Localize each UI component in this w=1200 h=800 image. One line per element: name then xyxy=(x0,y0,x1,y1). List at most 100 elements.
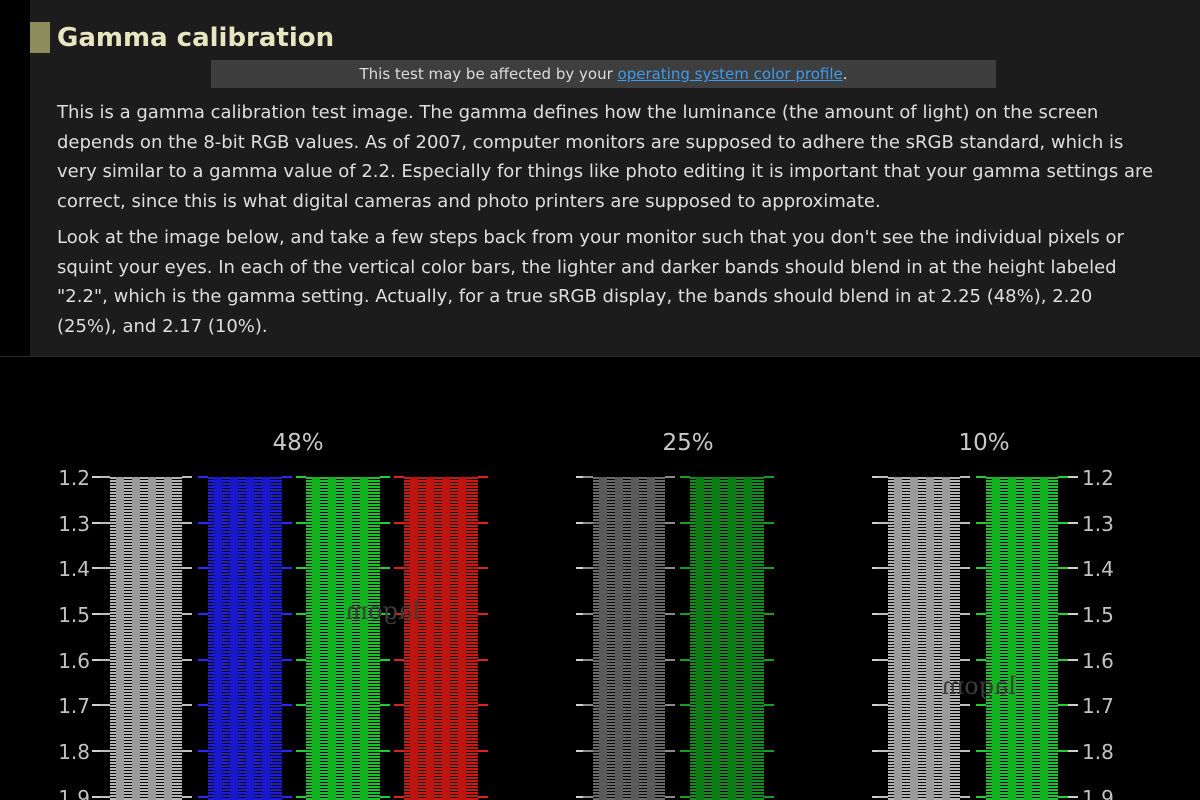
bar-column xyxy=(910,477,918,800)
bar-column xyxy=(1008,477,1016,800)
bar-tick xyxy=(960,567,970,569)
bar-tick xyxy=(380,750,390,752)
bar-tick xyxy=(583,522,593,524)
bar-tick xyxy=(296,613,306,615)
bar-column xyxy=(116,477,124,800)
title-accent-bar xyxy=(30,22,50,53)
bar-tick xyxy=(878,613,888,615)
bar-tick xyxy=(296,750,306,752)
bar-tick xyxy=(282,522,292,524)
right-scale-tick xyxy=(1060,613,1078,615)
bar-tick xyxy=(380,567,390,569)
right-scale-tick xyxy=(1060,567,1078,569)
bar-tick xyxy=(764,796,774,798)
mid-scale-tick xyxy=(576,522,588,524)
bar-tick xyxy=(1058,659,1068,661)
bar-tick xyxy=(878,659,888,661)
bar-tick xyxy=(960,750,970,752)
bar-tick xyxy=(478,613,488,615)
bar-tick xyxy=(764,704,774,706)
bar-tick xyxy=(680,613,690,615)
bar-column xyxy=(246,477,254,800)
bar-tick xyxy=(680,476,690,478)
bar-tick xyxy=(680,659,690,661)
bar-tick xyxy=(960,796,970,798)
notice-text: This test may be affected by your xyxy=(359,65,618,83)
mid-scale-tick xyxy=(576,613,588,615)
bar-column xyxy=(599,477,607,800)
bar-tick xyxy=(764,522,774,524)
bar-tick xyxy=(100,750,110,752)
bar-column xyxy=(631,477,639,800)
bar-column xyxy=(148,477,156,800)
bar-column xyxy=(712,477,720,800)
bar-tick xyxy=(665,613,675,615)
bar-tick xyxy=(583,750,593,752)
bar-tick xyxy=(394,567,404,569)
bar-tick xyxy=(878,567,888,569)
right-scale-tick xyxy=(1060,704,1078,706)
green-bar-10 xyxy=(976,476,1068,800)
bar-tick xyxy=(878,476,888,478)
bar-tick xyxy=(394,704,404,706)
bar-tick xyxy=(198,659,208,661)
right-scale-label: 1.5 xyxy=(1082,603,1114,627)
bar-tick xyxy=(380,476,390,478)
bar-tick xyxy=(478,750,488,752)
bar-tick xyxy=(100,567,110,569)
bar-tick xyxy=(583,704,593,706)
mid-scale-tick xyxy=(576,796,588,798)
bar-tick xyxy=(878,704,888,706)
bar-column xyxy=(328,477,336,800)
intro-paragraph: This is a gamma calibration test image. … xyxy=(57,102,1154,212)
bar-tick xyxy=(100,659,110,661)
bar-tick xyxy=(182,567,192,569)
bar-tick xyxy=(680,750,690,752)
bar-tick xyxy=(665,796,675,798)
mid-scale-tick xyxy=(576,567,588,569)
right-scale-label: 1.7 xyxy=(1082,694,1114,718)
bar-column xyxy=(1040,477,1048,800)
bar-tick xyxy=(198,476,208,478)
color-profile-notice: This test may be affected by your operat… xyxy=(211,60,996,88)
bar-tick xyxy=(976,567,986,569)
bar-column xyxy=(410,477,418,800)
bar-column xyxy=(132,477,140,800)
bar-column xyxy=(360,477,368,800)
bar-tick xyxy=(665,750,675,752)
bar-column xyxy=(992,477,1000,800)
bar-tick xyxy=(1058,476,1068,478)
color-profile-link[interactable]: operating system color profile xyxy=(617,65,843,83)
bar-tick xyxy=(282,659,292,661)
bar-tick xyxy=(1058,522,1068,524)
bar-tick xyxy=(282,750,292,752)
left-scale-label: 1.2 xyxy=(58,466,90,490)
bar-tick xyxy=(680,796,690,798)
percent-label-25: 25% xyxy=(662,430,713,456)
bar-tick xyxy=(960,476,970,478)
mid-scale-tick xyxy=(576,750,588,752)
right-scale-tick xyxy=(1060,659,1078,661)
bar-tick xyxy=(100,613,110,615)
left-scale-label: 1.5 xyxy=(58,603,90,627)
gamma-test-image: 48% 25% 10% 1.2 1.3 1.4 1.5 1.6 1.7 1.8 … xyxy=(0,357,1200,800)
bar-tick xyxy=(100,476,110,478)
bar-column xyxy=(894,477,902,800)
blue-bar-48 xyxy=(198,476,292,800)
bar-tick xyxy=(182,659,192,661)
right-scale-label: 1.3 xyxy=(1082,512,1114,536)
bar-tick xyxy=(100,522,110,524)
bar-tick xyxy=(976,476,986,478)
right-scale-tick xyxy=(1060,476,1078,478)
bar-tick xyxy=(1058,750,1068,752)
bar-tick xyxy=(198,750,208,752)
gray-bar-48 xyxy=(100,476,192,800)
bar-tick xyxy=(764,659,774,661)
right-scale-label: 1.8 xyxy=(1082,740,1114,764)
bar-tick xyxy=(976,750,986,752)
right-scale: 1.2 1.3 1.4 1.5 1.6 1.7 1.8 1.9 xyxy=(1082,466,1114,800)
bar-tick xyxy=(380,613,390,615)
bar-tick xyxy=(296,659,306,661)
bar-tick xyxy=(960,659,970,661)
bar-column xyxy=(744,477,752,800)
